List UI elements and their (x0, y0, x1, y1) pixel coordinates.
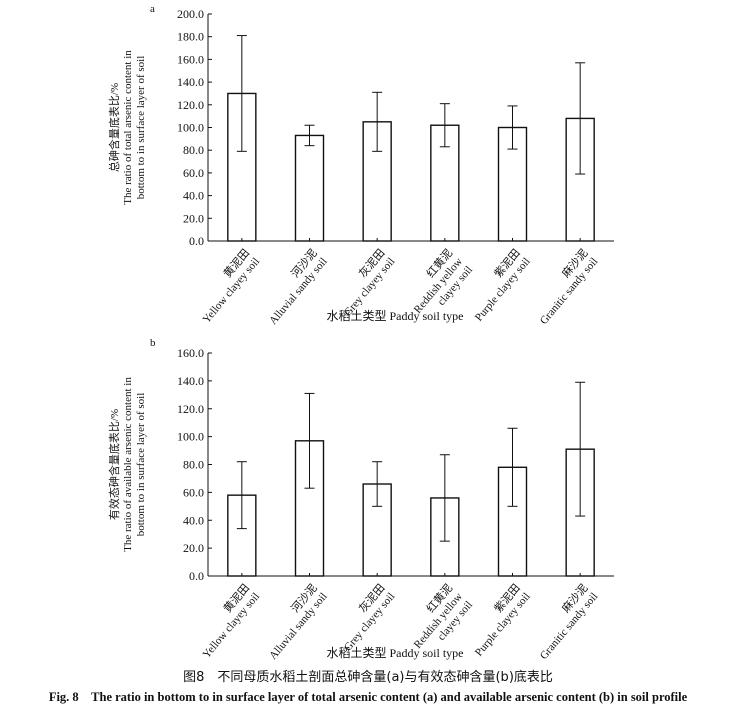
panel-label: b (150, 337, 156, 349)
y-tick-label: 20.0 (183, 211, 204, 225)
y-axis-label: The ratio of available arsenic content i… (122, 377, 134, 552)
y-axis-label: 总砷含量底表比/% (107, 83, 121, 172)
y-tick-label: 60.0 (183, 166, 204, 180)
y-tick-label: 100.0 (177, 430, 204, 444)
y-tick-label: 40.0 (183, 513, 204, 527)
bar (294, 134, 325, 242)
figure-caption-cn: 图8 不同母质水稻土剖面总砷含量(a)与有效态砷含量(b)底表比 (183, 670, 553, 685)
y-tick-label: 40.0 (183, 189, 204, 203)
y-tick-label: 80.0 (183, 458, 204, 472)
x-axis-label: 水稻土类型 Paddy soil type (327, 309, 464, 323)
figure-caption-en: Fig. 8 The ratio in bottom to in surface… (48, 690, 688, 704)
y-axis-label: 有效态砷含量底表比/% (107, 409, 121, 520)
y-axis-label: bottom to in surface layer of soil (135, 56, 147, 200)
y-tick-label: 180.0 (177, 30, 204, 44)
y-tick-label: 120.0 (177, 402, 204, 416)
y-axis-label: bottom to in surface layer of soil (135, 393, 147, 537)
y-tick-label: 60.0 (183, 485, 204, 499)
panel-label: a (150, 3, 155, 15)
y-tick-label: 200.0 (177, 7, 204, 21)
y-tick-label: 140.0 (177, 75, 204, 89)
y-tick-label: 160.0 (177, 52, 204, 66)
bar (362, 121, 392, 242)
bar (227, 494, 257, 577)
y-tick-label: 80.0 (183, 143, 204, 157)
y-tick-label: 20.0 (183, 541, 204, 555)
y-tick-label: 100.0 (177, 121, 204, 135)
chart-svg: a 0.0 20.0 40.0 60.0 80.0 100.0 120.0 140.0 160.0… (107, 3, 614, 662)
y-axis-label: The ratio of total arsenic content in (122, 50, 134, 205)
y-tick-label: 0.0 (189, 234, 204, 248)
y-tick-label: 140.0 (177, 374, 204, 388)
y-tick-label: 0.0 (189, 569, 204, 583)
y-tick-label: 160.0 (177, 346, 204, 360)
x-axis-label: 水稻土类型 Paddy soil type (327, 646, 464, 660)
y-tick-label: 120.0 (177, 98, 204, 112)
bar (227, 92, 257, 242)
